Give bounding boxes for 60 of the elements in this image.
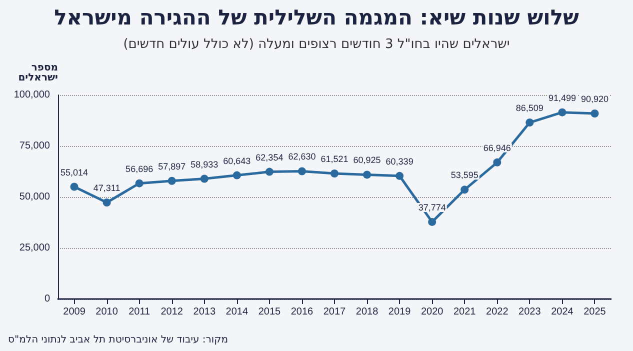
- text: מקור: עיבוד של אוניברסיטת תל אביב לנתוני הלמ"ס: [8, 334, 228, 346]
- data-label: 62,354: [256, 152, 284, 162]
- data-label: 62,630: [288, 152, 316, 162]
- x-tick-label: 2016: [290, 306, 314, 318]
- point: [232, 171, 241, 180]
- point: [493, 158, 502, 166]
- point: [330, 170, 338, 178]
- data-label: 56,696: [126, 164, 154, 174]
- point: [460, 186, 469, 194]
- point: [298, 167, 306, 176]
- y-tick-label: 0: [44, 294, 50, 304]
- point: [102, 198, 111, 206]
- point: [363, 170, 372, 179]
- data-label: 60,925: [353, 155, 381, 166]
- data-label: 37,774: [418, 202, 446, 212]
- x-tick-label: 2010: [96, 306, 118, 318]
- point: [70, 182, 78, 191]
- x-tick-label: 2025: [584, 306, 606, 318]
- data-label: 60,643: [223, 156, 251, 166]
- data-label: 47,311: [93, 182, 120, 193]
- y-tick-label: 75,000: [19, 140, 50, 152]
- x-tick-label: 2019: [388, 306, 412, 318]
- y-tick-label: 50,000: [19, 192, 50, 202]
- point: [168, 176, 176, 185]
- data-label: 53,595: [450, 170, 478, 180]
- x-tick-label: 2009: [63, 306, 86, 318]
- point: [558, 108, 566, 116]
- point: [135, 179, 144, 188]
- x-tick-label: 2023: [518, 306, 542, 318]
- point: [526, 118, 534, 127]
- chart-title: שלוש שנות שיא: המגמה השלילית של ההגירה מישראל: [54, 6, 580, 30]
- data-label: 66,946: [483, 142, 511, 153]
- data-label: 86,509: [516, 103, 544, 114]
- data-label: 91,499: [548, 92, 576, 103]
- x-tick-label: 2012: [160, 306, 184, 318]
- x-tick-label: 2020: [420, 306, 444, 318]
- x-tick-label: 2014: [226, 306, 248, 318]
- x-tick-label: 2018: [356, 306, 379, 318]
- x-tick-label: 2015: [258, 306, 281, 318]
- y-tick-label: 25,000: [19, 242, 50, 254]
- x-tick-label: 2017: [323, 306, 346, 318]
- data-label: 90,920: [580, 94, 608, 104]
- y-tick-label: 100,000: [14, 90, 50, 100]
- data-label: 55,014: [60, 167, 88, 178]
- data-label: 61,521: [320, 154, 348, 164]
- y-axis-title: מספר ישראלים: [18, 62, 58, 84]
- x-tick-label: 2022: [486, 306, 509, 318]
- data-label: 57,897: [158, 161, 186, 172]
- x-tick-label: 2024: [551, 306, 574, 318]
- x-tick-label: 2011: [128, 306, 151, 318]
- x-tick-label: 2013: [193, 306, 216, 318]
- point: [590, 110, 599, 118]
- point: [428, 218, 436, 226]
- x-tick-label: 2021: [453, 306, 476, 318]
- chart-subtitle: ישראלים שהיו בחו"ל 3 חודשים רצופים ומעלה (לא כולל עולים חדשים): [123, 37, 510, 52]
- data-label: 60,339: [386, 156, 414, 166]
- point: [200, 174, 208, 183]
- point: [396, 172, 404, 180]
- point: [265, 168, 274, 176]
- data-label: 58,933: [190, 159, 218, 170]
